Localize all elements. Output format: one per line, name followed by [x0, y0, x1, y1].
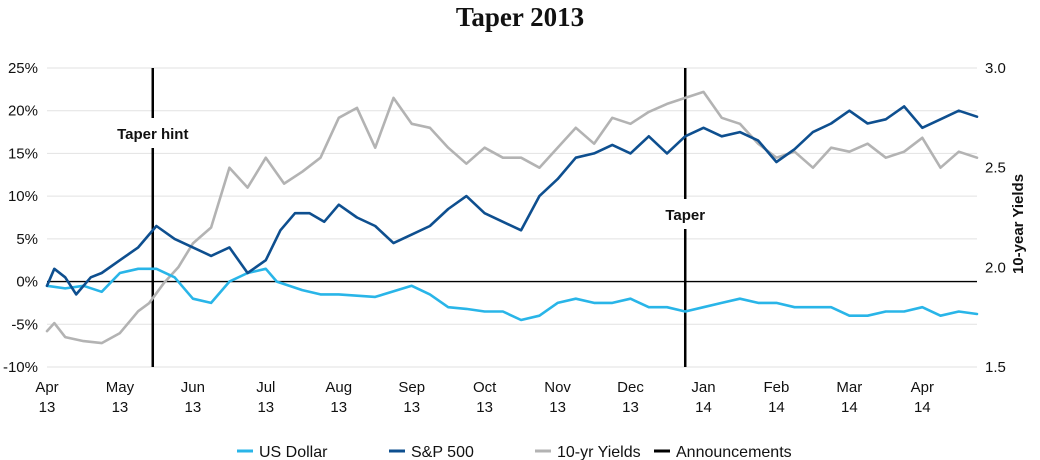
x-tick-year: 13 — [549, 399, 566, 416]
y-tick-label: -10% — [3, 359, 38, 376]
y-tick-label: 10% — [8, 188, 38, 205]
x-tick-month: Aug — [325, 379, 352, 396]
series-lines — [45, 90, 979, 345]
x-tick-month: Jul — [256, 379, 275, 396]
announcement-label: Taper — [665, 207, 705, 224]
legend-label: 10-yr Yields — [557, 444, 641, 460]
gridlines — [47, 67, 977, 368]
x-tick-month: Oct — [473, 379, 497, 396]
chart-title: Taper 2013 — [456, 2, 584, 32]
legend-label: Announcements — [676, 444, 792, 460]
y2-tick-label: 2.5 — [985, 160, 1006, 177]
x-tick-month: May — [106, 379, 135, 396]
x-tick-month: Apr — [911, 379, 934, 396]
x-tick-year: 14 — [768, 399, 785, 416]
x-tick-year: 13 — [622, 399, 639, 416]
x-tick-year: 13 — [257, 399, 274, 416]
y-tick-label: 25% — [8, 60, 38, 77]
y2-tick-label: 2.0 — [985, 259, 1006, 276]
announcement-lines: Taper hint Taper — [117, 68, 705, 367]
y-tick-label: -5% — [11, 316, 38, 333]
x-tick-month: Mar — [836, 379, 862, 396]
x-tick-year: 13 — [330, 399, 347, 416]
x-tick-month: Jan — [691, 379, 715, 396]
y2-axis-ticks: 3.0 2.5 2.0 1.5 — [985, 60, 1006, 376]
x-tick-month: Jun — [181, 379, 205, 396]
x-tick-year: 13 — [112, 399, 129, 416]
y-tick-label: 5% — [16, 231, 38, 248]
legend-label: US Dollar — [259, 444, 328, 460]
x-tick-year: 13 — [185, 399, 202, 416]
y2-tick-label: 1.5 — [985, 359, 1006, 376]
x-tick-month: Feb — [763, 379, 789, 396]
series-line-s-p-500 — [45, 105, 979, 296]
legend: US Dollar S&P 500 10-yr Yields Announcement… — [237, 444, 792, 460]
y-tick-label: 20% — [8, 103, 38, 120]
y-tick-label: 0% — [16, 274, 38, 291]
x-tick-month: Dec — [617, 379, 644, 396]
x-tick-year: 14 — [841, 399, 858, 416]
y-axis-ticks: 25% 20% 15% 10% 5% 0% -5% -10% — [3, 60, 38, 376]
x-tick-year: 13 — [403, 399, 420, 416]
y2-axis-label: 10-year Yields — [1010, 174, 1027, 274]
series-line-10-yr-yields — [45, 90, 979, 345]
x-tick-year: 13 — [39, 399, 56, 416]
x-tick-year: 14 — [695, 399, 712, 416]
x-tick-year: 13 — [476, 399, 493, 416]
x-tick-year: 14 — [914, 399, 931, 416]
legend-label: S&P 500 — [411, 444, 474, 460]
x-tick-month: Sep — [398, 379, 425, 396]
x-tick-month: Nov — [544, 379, 571, 396]
y-tick-label: 15% — [8, 145, 38, 162]
announcement-label: Taper hint — [117, 126, 188, 143]
series-line-us-dollar — [45, 267, 979, 322]
x-tick-month: Apr — [35, 379, 58, 396]
x-axis-ticks: Apr 13 May 13 Jun 13 Jul 13 Aug 13 Sep 13 Oct 13 Nov 13… — [35, 379, 934, 416]
y2-tick-label: 3.0 — [985, 60, 1006, 77]
